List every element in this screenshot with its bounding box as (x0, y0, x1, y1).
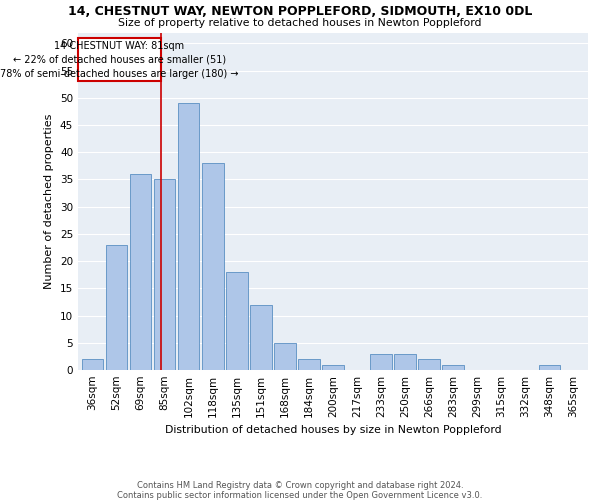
Text: Contains public sector information licensed under the Open Government Licence v3: Contains public sector information licen… (118, 491, 482, 500)
Bar (322, 364, 344, 370)
Bar (106, 245, 127, 370)
Bar (298, 359, 320, 370)
Bar (154, 180, 175, 370)
Bar (370, 354, 392, 370)
Bar (178, 104, 199, 370)
Bar (130, 174, 151, 370)
Bar (202, 163, 224, 370)
Text: 14 CHESTNUT WAY: 81sqm
← 22% of detached houses are smaller (51)
78% of semi-det: 14 CHESTNUT WAY: 81sqm ← 22% of detached… (0, 40, 239, 78)
Bar (539, 364, 560, 370)
Bar (274, 343, 296, 370)
Bar (394, 354, 416, 370)
Text: Size of property relative to detached houses in Newton Poppleford: Size of property relative to detached ho… (118, 18, 482, 28)
Bar (78, 38, 161, 82)
Bar (442, 364, 464, 370)
Bar (82, 359, 103, 370)
X-axis label: Distribution of detached houses by size in Newton Poppleford: Distribution of detached houses by size … (164, 426, 502, 436)
Bar (250, 304, 272, 370)
Y-axis label: Number of detached properties: Number of detached properties (44, 114, 55, 289)
Bar (418, 359, 440, 370)
Bar (226, 272, 248, 370)
Text: Contains HM Land Registry data © Crown copyright and database right 2024.: Contains HM Land Registry data © Crown c… (137, 481, 463, 490)
Text: 14, CHESTNUT WAY, NEWTON POPPLEFORD, SIDMOUTH, EX10 0DL: 14, CHESTNUT WAY, NEWTON POPPLEFORD, SID… (68, 5, 532, 18)
